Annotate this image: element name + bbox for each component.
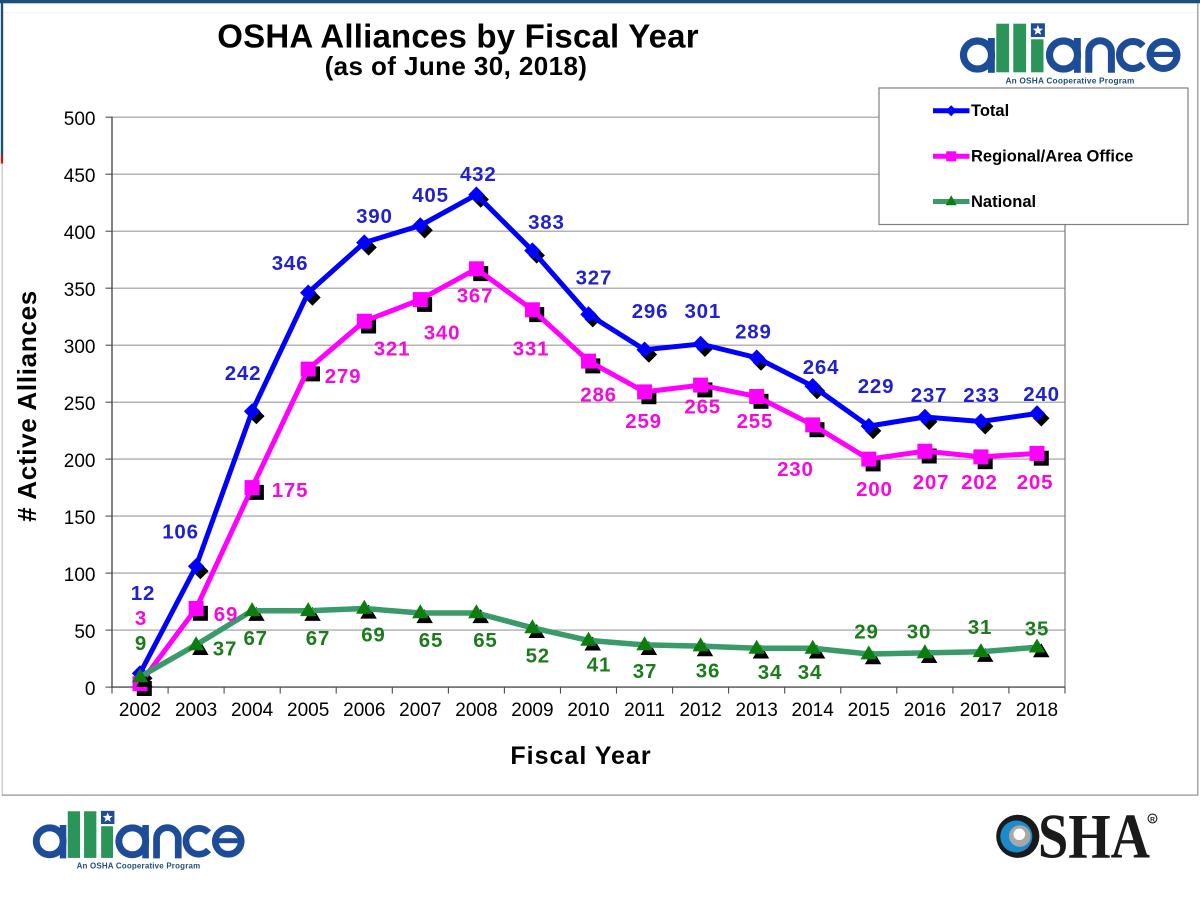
svg-text:2011: 2011 [624,700,665,721]
svg-text:National: National [971,193,1036,211]
svg-text:2009: 2009 [511,700,553,721]
svg-text:207: 207 [913,471,950,494]
svg-text:400: 400 [64,223,96,244]
svg-text:2012: 2012 [679,700,721,721]
svg-text:# Active Alliances: # Active Alliances [12,290,42,522]
svg-text:200: 200 [856,478,893,501]
svg-text:31: 31 [968,616,992,639]
svg-text:250: 250 [64,394,96,415]
svg-text:390: 390 [356,205,393,228]
svg-text:An OSHA Cooperative Program: An OSHA Cooperative Program [77,862,201,871]
svg-text:29: 29 [854,620,878,643]
svg-text:Total: Total [971,102,1009,120]
svg-text:2010: 2010 [567,700,609,721]
svg-text:2007: 2007 [399,700,441,721]
svg-text:34: 34 [798,661,822,684]
svg-text:175: 175 [272,479,309,502]
svg-text:50: 50 [74,622,95,643]
svg-text:3: 3 [135,607,147,630]
svg-text:264: 264 [803,356,840,379]
svg-text:30: 30 [907,620,931,643]
svg-text:An OSHA Cooperative Program: An OSHA Cooperative Program [1005,76,1134,86]
svg-text:(as of June 30, 2018): (as of June 30, 2018) [325,51,588,81]
svg-text:233: 233 [963,384,1000,407]
svg-text:367: 367 [457,285,494,308]
svg-text:150: 150 [64,508,96,529]
svg-text:52: 52 [526,644,550,667]
svg-text:34: 34 [758,661,782,684]
svg-text:65: 65 [419,629,443,652]
svg-text:450: 450 [64,166,96,187]
svg-text:242: 242 [225,362,262,385]
svg-text:2014: 2014 [792,700,835,721]
svg-text:237: 237 [911,384,948,407]
svg-text:2008: 2008 [455,700,497,721]
svg-text:289: 289 [735,321,772,344]
svg-text:37: 37 [213,638,237,661]
svg-text:67: 67 [306,627,330,650]
svg-text:106: 106 [162,521,199,544]
svg-text:255: 255 [737,410,774,433]
svg-text:2004: 2004 [231,700,274,721]
svg-text:432: 432 [460,163,497,186]
svg-text:Regional/Area Office: Regional/Area Office [971,148,1133,166]
svg-text:240: 240 [1023,383,1060,406]
svg-text:2016: 2016 [904,700,946,721]
svg-text:R: R [1150,816,1155,823]
svg-text:0: 0 [85,679,96,700]
svg-text:69: 69 [214,603,238,626]
svg-text:35: 35 [1025,617,1049,640]
svg-text:SHA: SHA [1038,802,1150,872]
svg-text:279: 279 [325,365,362,388]
svg-text:405: 405 [412,184,449,207]
svg-text:67: 67 [243,627,267,650]
svg-text:2013: 2013 [736,700,778,721]
svg-text:286: 286 [580,384,617,407]
svg-text:2015: 2015 [848,700,890,721]
svg-text:205: 205 [1017,471,1054,494]
svg-text:229: 229 [858,375,895,398]
svg-text:2002: 2002 [119,700,161,721]
svg-text:Fiscal Year: Fiscal Year [510,742,651,770]
svg-text:65: 65 [473,629,497,652]
svg-text:37: 37 [633,660,657,683]
svg-text:296: 296 [632,300,669,323]
svg-text:100: 100 [64,565,96,586]
svg-text:383: 383 [528,211,565,234]
svg-text:301: 301 [684,300,721,323]
svg-text:69: 69 [361,623,385,646]
svg-text:36: 36 [696,660,720,683]
svg-text:321: 321 [374,338,411,361]
svg-text:2003: 2003 [175,700,217,721]
svg-text:2017: 2017 [960,700,1002,721]
svg-text:2006: 2006 [343,700,385,721]
svg-text:340: 340 [424,322,461,345]
svg-text:346: 346 [272,252,309,275]
svg-text:350: 350 [64,280,96,301]
svg-text:500: 500 [64,109,96,130]
svg-text:202: 202 [961,471,998,494]
svg-text:259: 259 [625,410,662,433]
svg-text:9: 9 [135,632,147,655]
svg-text:265: 265 [684,395,721,418]
svg-text:230: 230 [777,458,814,481]
svg-text:327: 327 [576,266,613,289]
svg-text:OSHA Alliances by Fiscal Year: OSHA Alliances by Fiscal Year [217,18,698,55]
svg-text:2018: 2018 [1016,700,1058,721]
svg-text:331: 331 [513,338,550,361]
svg-text:41: 41 [587,653,611,676]
svg-text:200: 200 [64,451,96,472]
svg-text:2005: 2005 [287,700,329,721]
svg-text:300: 300 [64,337,96,358]
svg-text:12: 12 [131,582,155,605]
